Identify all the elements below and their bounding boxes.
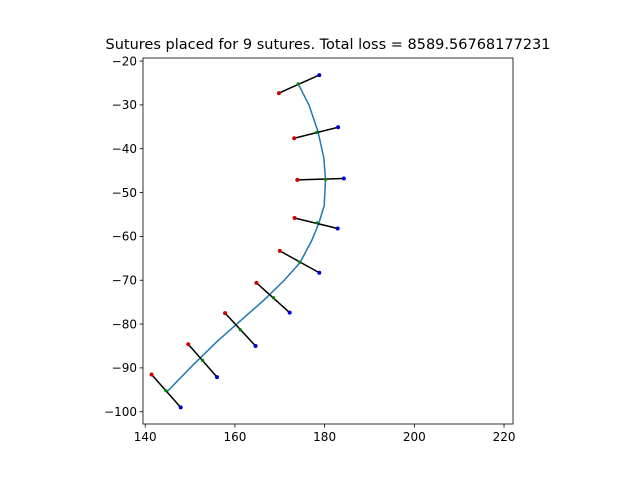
insertion-point (276, 91, 281, 96)
insertion-point (254, 280, 259, 285)
insertion-point (292, 215, 297, 220)
center-point (238, 328, 242, 332)
wound-curve (166, 82, 327, 393)
insertion-point (223, 311, 228, 316)
extraction-point (253, 343, 258, 348)
x-tick-label: 140 (134, 430, 157, 444)
y-tick-label: −100 (104, 405, 137, 419)
suture-5 (277, 248, 322, 275)
suture-1 (276, 73, 322, 96)
axes-frame (142, 57, 514, 425)
x-tick-label: 220 (493, 430, 516, 444)
suture-line (297, 177, 344, 181)
extraction-point (215, 375, 219, 380)
plot-area (149, 73, 346, 410)
extraction-point (287, 310, 292, 315)
x-tick-label: 200 (403, 430, 426, 444)
y-tick-label: −20 (112, 54, 137, 68)
insertion-point (149, 372, 154, 377)
suture-8 (186, 342, 219, 380)
insertion-point (277, 248, 282, 253)
extraction-point (341, 176, 346, 181)
x-tick-label: 160 (223, 430, 246, 444)
y-tick-label: −70 (112, 273, 137, 287)
center-point (164, 389, 168, 393)
y-tick-label: −60 (112, 230, 137, 244)
extraction-point (336, 125, 341, 130)
suture-6 (254, 280, 292, 315)
y-tick-label: −80 (112, 317, 137, 331)
center-point (314, 130, 319, 135)
y-tick-label: −30 (112, 98, 137, 112)
suture-9 (149, 372, 183, 410)
center-point (296, 82, 300, 86)
insertion-point (292, 136, 297, 141)
insertion-point (186, 342, 191, 347)
extraction-point (335, 226, 340, 231)
suture-4 (292, 215, 340, 231)
suture-7 (223, 311, 258, 348)
y-tick-label: −40 (112, 142, 137, 156)
y-tick-label: −90 (112, 361, 137, 375)
y-axis: −20 −30 −40 −50 −60 −70 −80 −90 −100 (104, 54, 143, 419)
extraction-point (317, 270, 322, 275)
y-tick-label: −50 (112, 186, 137, 200)
chart-title: Sutures placed for 9 sutures. Total loss… (106, 37, 551, 53)
center-point (201, 358, 205, 363)
center-point (315, 221, 319, 225)
extraction-point (317, 73, 322, 78)
center-point (298, 260, 302, 264)
center-point (323, 177, 328, 182)
x-axis: 140 160 180 200 220 (134, 424, 516, 444)
insertion-point (295, 177, 300, 182)
extraction-point (178, 405, 183, 410)
x-tick-label: 180 (313, 430, 336, 444)
suture-3 (295, 176, 346, 182)
center-point (271, 296, 276, 300)
suture-2 (292, 125, 341, 141)
